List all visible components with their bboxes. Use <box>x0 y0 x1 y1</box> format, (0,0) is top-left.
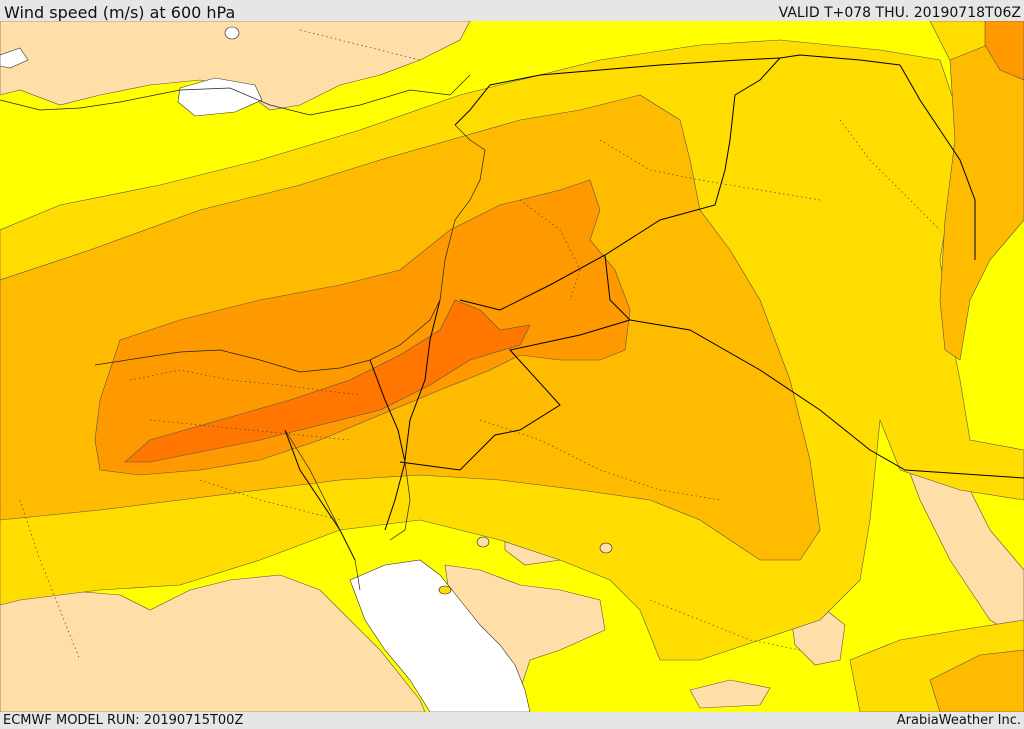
lake-4 <box>599 542 613 554</box>
border-east-line <box>899 64 976 260</box>
model-run-label: ECMWF MODEL RUN: 20190715T00Z <box>3 713 244 728</box>
no-data-areas <box>0 47 531 712</box>
coastlines <box>0 74 486 591</box>
border-sinai-line <box>369 359 406 531</box>
valid-time-label: VALID T+078 THU. 20190718T06Z <box>778 5 1021 21</box>
mediterranean-coast <box>94 124 486 373</box>
strong-wind-areas <box>94 21 1024 476</box>
credit-label: ArabiaWeather Inc. <box>896 713 1021 728</box>
white-patch-north <box>177 77 263 117</box>
very-strong-jet-core <box>124 299 531 463</box>
white-patch-northwest <box>0 47 29 69</box>
turkey-coast <box>0 74 471 116</box>
map-canvas <box>0 21 1024 712</box>
map-title: Wind speed (m/s) at 600 hPa <box>4 3 236 22</box>
wind-speed-map <box>0 21 1024 712</box>
fresh-band-southeast <box>929 649 1024 712</box>
lake-2 <box>438 585 452 595</box>
red-sea-white <box>349 559 531 712</box>
border-jordan-line <box>399 254 631 471</box>
gulf-of-aqaba-coast <box>389 461 411 541</box>
strong-band-main <box>94 179 631 476</box>
calm-area-patch-3 <box>689 679 771 709</box>
calm-area-southwest <box>0 574 426 712</box>
admin-boundary-3 <box>199 479 341 521</box>
border-north-line <box>454 54 901 126</box>
admin-boundary-5 <box>599 139 821 201</box>
border-iraq-line <box>459 57 781 311</box>
gulf-of-suez-coast <box>284 429 361 591</box>
admin-boundary-8 <box>19 499 81 661</box>
footer-bar: ECMWF MODEL RUN: 20190715T00Z ArabiaWeat… <box>0 712 1024 729</box>
strong-band-corner <box>984 21 1024 81</box>
lake-3 <box>476 536 490 548</box>
border-saudi-east-line <box>629 319 1024 479</box>
admin-boundary-1 <box>129 369 361 396</box>
admin-boundary-6 <box>519 199 581 301</box>
admin-boundary-2 <box>149 419 351 441</box>
lake-1 <box>224 26 240 40</box>
header-bar: Wind speed (m/s) at 600 hPa VALID T+078 … <box>0 0 1024 22</box>
admin-boundaries <box>19 29 941 661</box>
country-borders <box>284 54 1024 561</box>
border-levant-coast <box>404 299 441 461</box>
small-features <box>224 26 613 595</box>
